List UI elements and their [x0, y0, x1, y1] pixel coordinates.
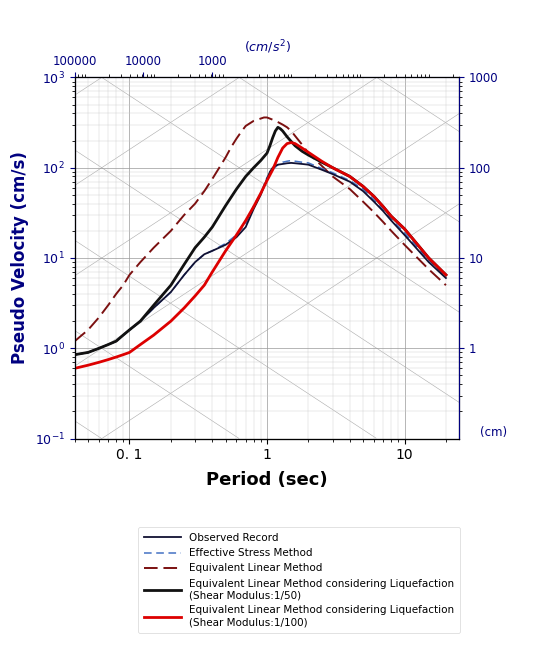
- X-axis label: Period (sec): Period (sec): [206, 471, 328, 489]
- Text: (cm): (cm): [481, 426, 507, 439]
- Legend: Observed Record, Effective Stress Method, Equivalent Linear Method, Equivalent L: Observed Record, Effective Stress Method…: [138, 527, 460, 633]
- X-axis label: $(cm/s^2)$: $(cm/s^2)$: [244, 39, 290, 56]
- Y-axis label: Pseudo Velocity (cm/s): Pseudo Velocity (cm/s): [11, 152, 29, 364]
